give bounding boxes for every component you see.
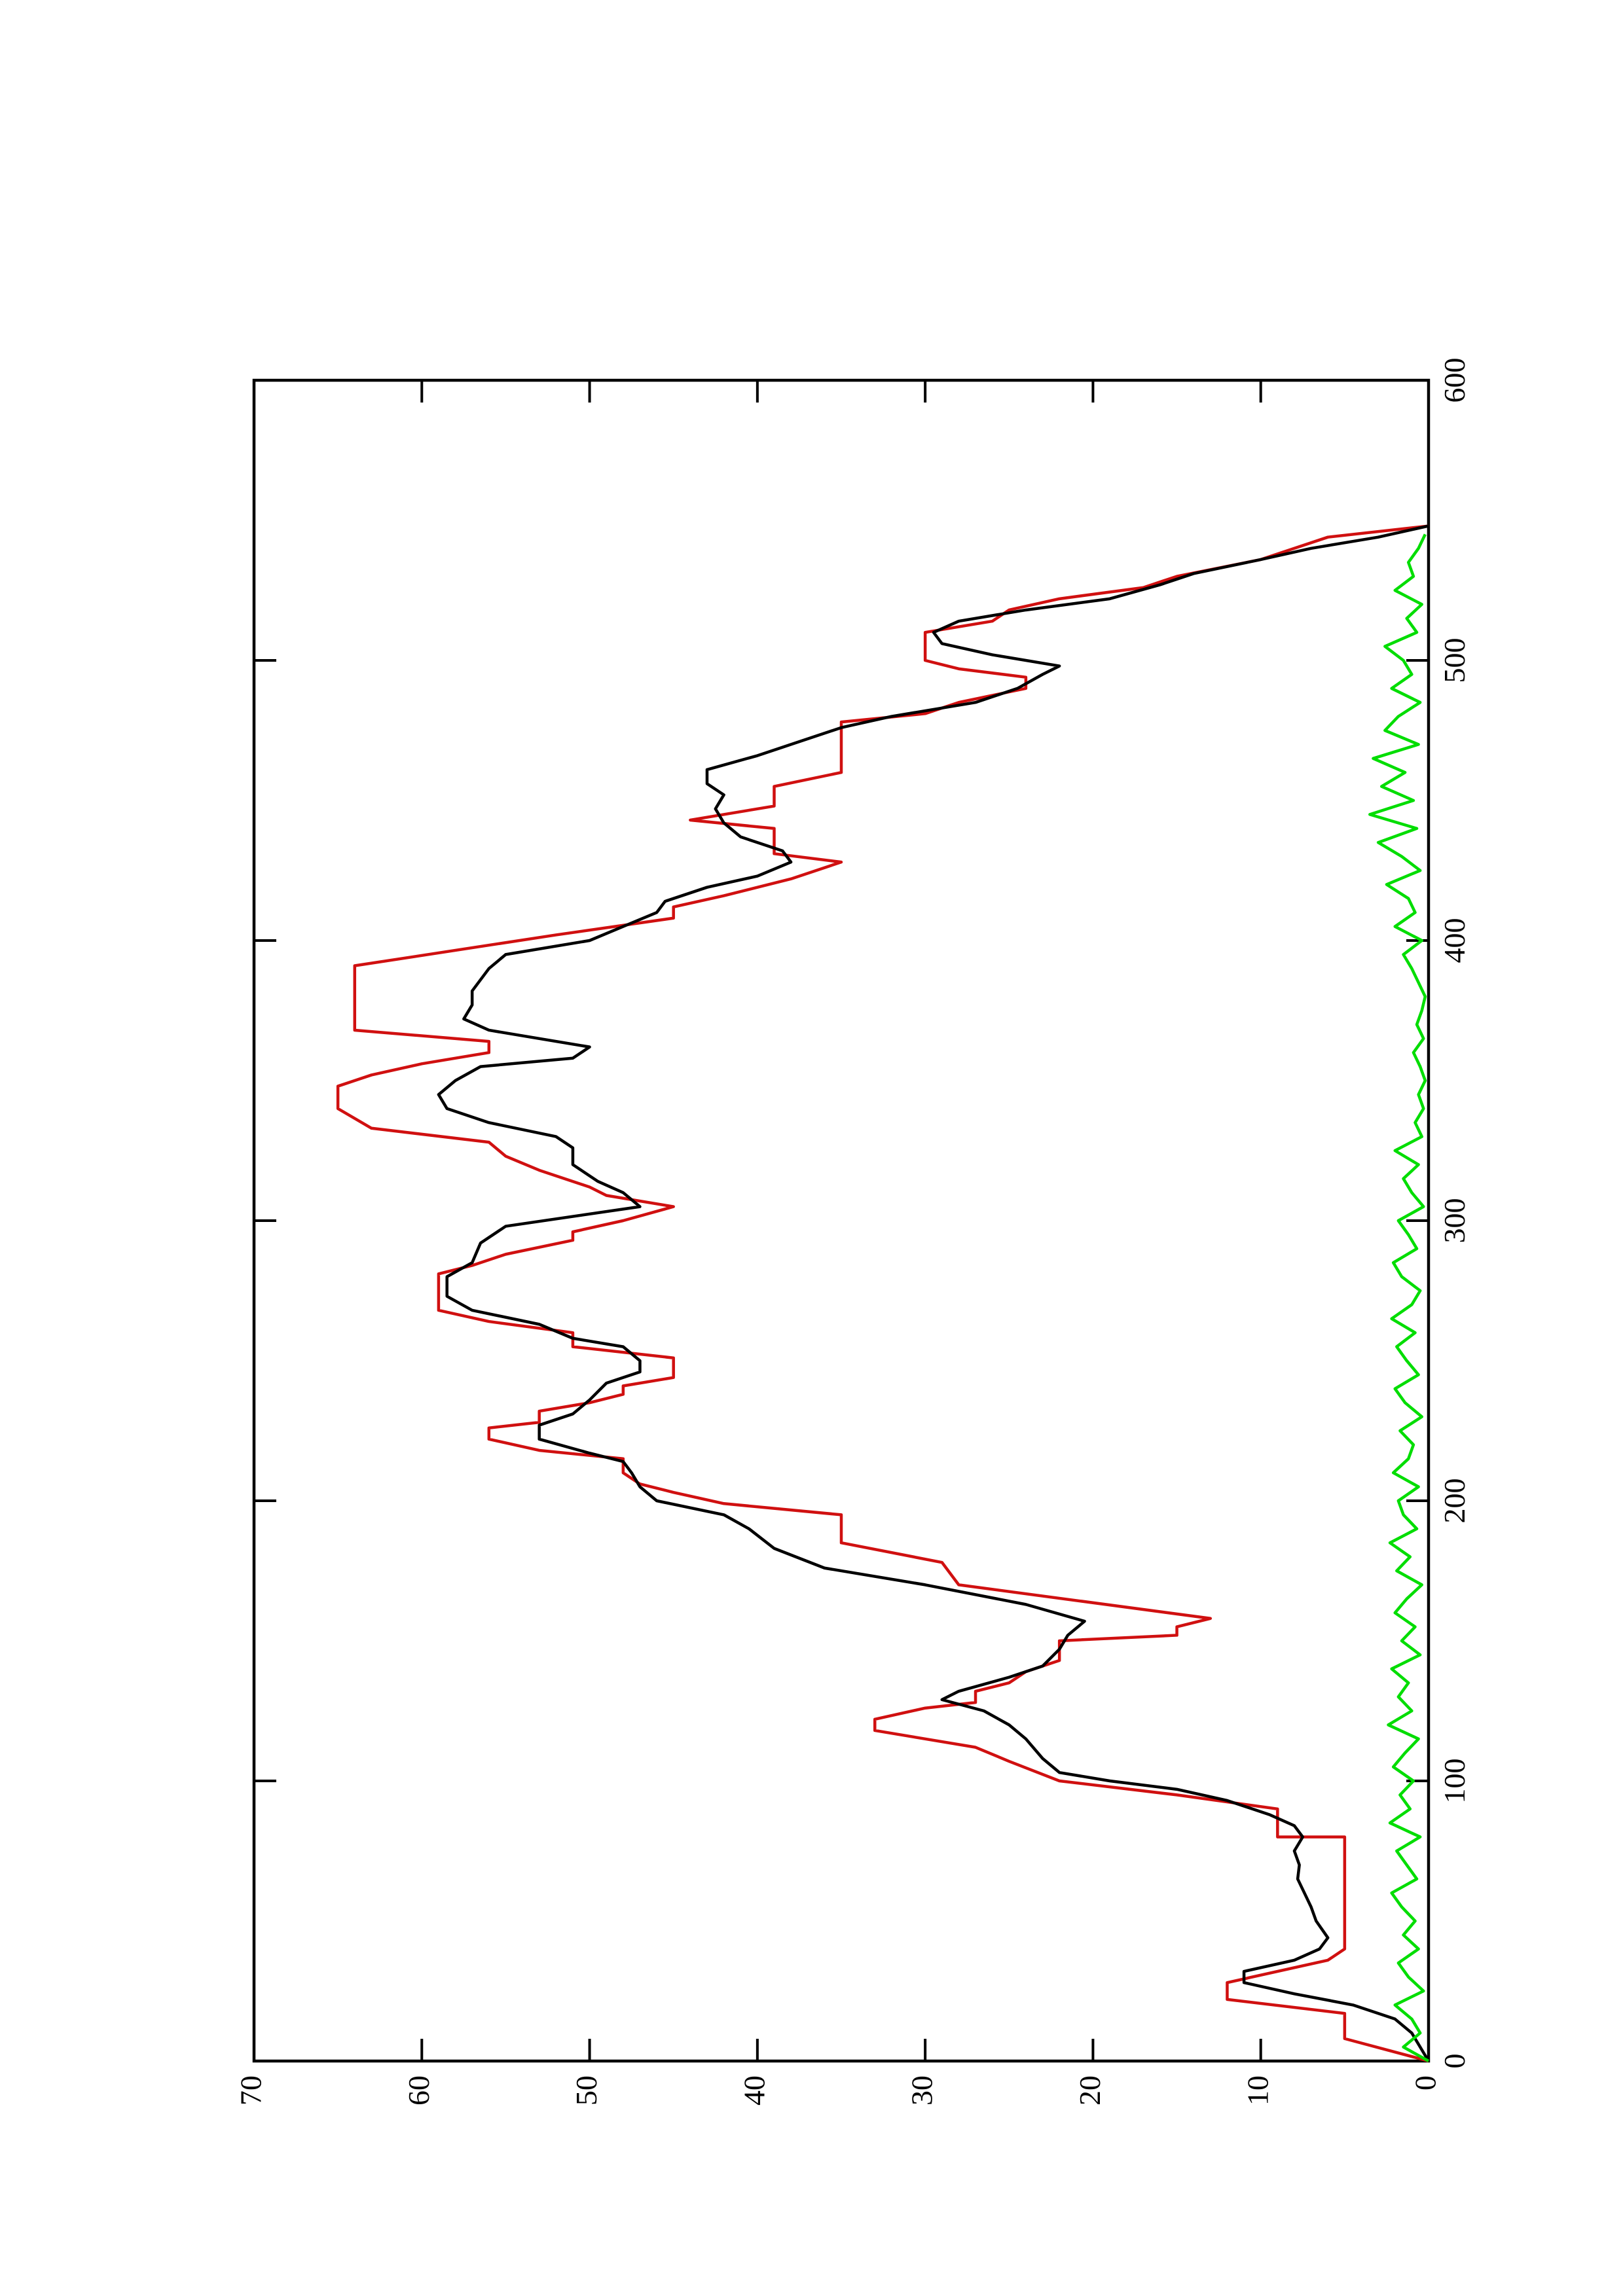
y-tick-label: 50 [570,2075,603,2106]
y-tick-label: 30 [905,2075,939,2106]
y-tick-label: 60 [402,2075,435,2106]
y-tick-label: 40 [737,2075,771,2106]
y-tick-label: 20 [1073,2075,1106,2106]
y-tick-label: 10 [1241,2075,1274,2106]
data-line [336,524,1429,2063]
x-tick-label: 400 [1438,918,1471,963]
x-tick-label: 100 [1438,1759,1471,1804]
x-tick-label: 600 [1438,358,1471,403]
y-tick-label: 0 [1409,2075,1442,2090]
x-tick-label: 500 [1438,638,1471,683]
x-tick-label: 0 [1438,2054,1471,2069]
x-tick-label: 300 [1438,1198,1471,1244]
x-tick-label: 200 [1438,1479,1471,1524]
y-tick-label: 70 [234,2075,268,2106]
rotated-plot: 0 100 200 300 400 500 600 0 10 20 30 40 50 60 70 [234,358,1471,2106]
data-line [1368,533,1430,2062]
data-line [437,524,1430,2062]
